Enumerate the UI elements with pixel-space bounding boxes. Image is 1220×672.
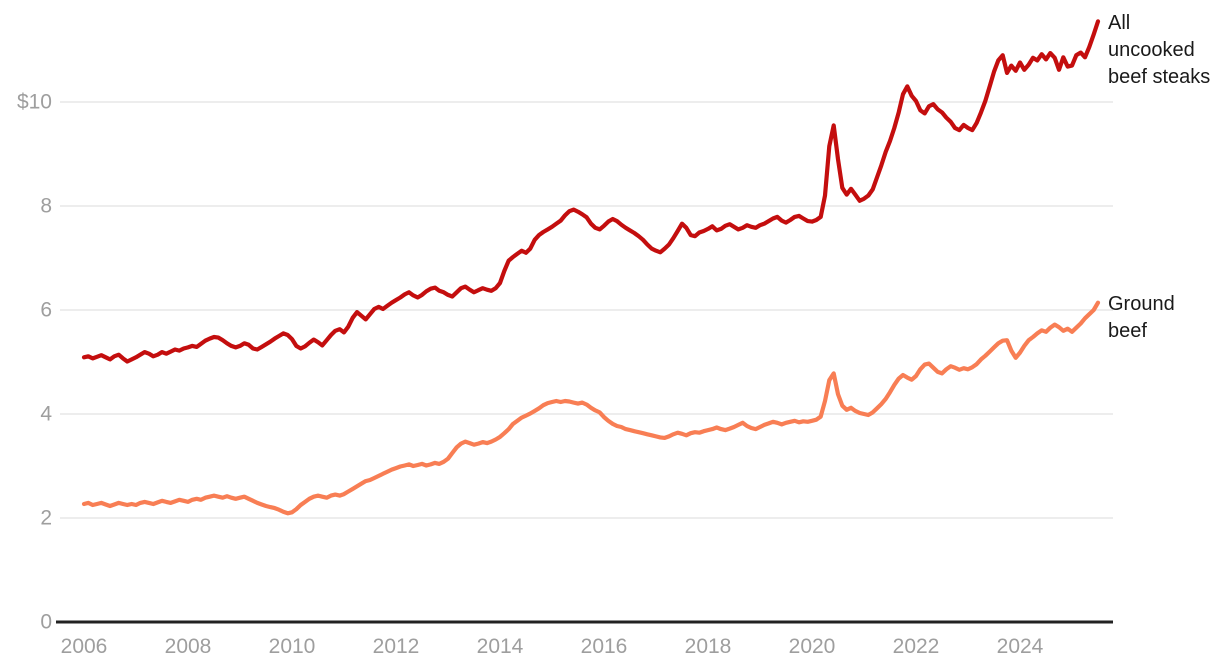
x-axis-tick-label: 2012: [373, 635, 420, 658]
steaks-series-label: All uncooked beef steaks: [1108, 12, 1211, 88]
all-uncooked-beef-steaks-line: [81, 19, 1101, 364]
x-axis-tick-label: 2022: [893, 635, 940, 658]
x-axis-tick-label: 2018: [685, 635, 732, 658]
y-axis-tick-label: 8: [40, 195, 52, 218]
x-axis-tick-label: 2006: [61, 635, 108, 658]
y-axis-tick-label: $10: [17, 91, 52, 114]
x-axis-tick-label: 2024: [997, 635, 1044, 658]
ground-beef-line: [81, 300, 1101, 516]
x-axis-tick-label: 2010: [269, 635, 316, 658]
x-axis-tick-label: 2008: [165, 635, 212, 658]
x-axis-tick-label: 2014: [477, 635, 524, 658]
y-axis-tick-label: 6: [40, 299, 52, 322]
y-axis-tick-label: 2: [40, 507, 52, 530]
x-axis-tick-label: 2020: [789, 635, 836, 658]
ground-beef-series-label: Ground beef: [1108, 293, 1175, 342]
y-axis-tick-label: 0: [40, 611, 52, 634]
x-axis-tick-label: 2016: [581, 635, 628, 658]
y-axis-tick-label: 4: [40, 403, 52, 426]
